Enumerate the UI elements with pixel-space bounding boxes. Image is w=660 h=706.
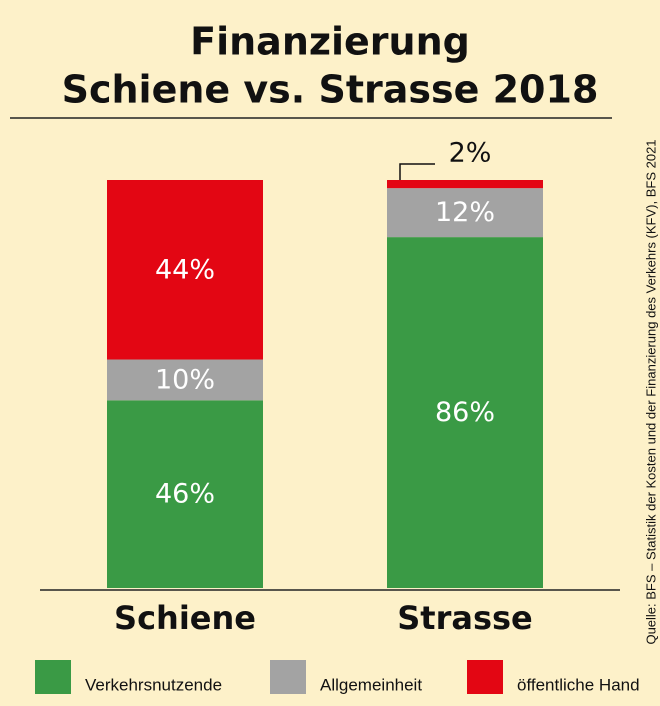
value-label: 2% [449, 138, 492, 169]
chart-subtitle: Schiene vs. Strasse 2018 [62, 68, 599, 112]
bar-segment [107, 400, 263, 588]
x-tick-label: Schiene [114, 599, 256, 637]
x-tick-label: Strasse [397, 599, 533, 637]
value-label: 12% [435, 197, 495, 228]
bar-segment [107, 180, 263, 360]
value-label: 10% [155, 364, 215, 395]
legend-swatch [270, 660, 306, 694]
bar-segment [387, 188, 543, 238]
legend-swatch [467, 660, 503, 694]
legend-label: öffentliche Hand [517, 675, 640, 694]
leader-line [399, 163, 435, 180]
legend-label: Verkehrsnutzende [85, 675, 222, 694]
bar-segment [387, 237, 543, 588]
source: Quelle: BFS – Statistik der Kosten und d… [643, 139, 658, 644]
bar-segment [387, 180, 543, 189]
value-label: 46% [155, 479, 215, 510]
value-label: 86% [435, 397, 495, 428]
chart-title: Finanzierung [190, 20, 470, 64]
legend-swatch [35, 660, 71, 694]
bar-segment [107, 359, 263, 401]
legend-label: Allgemeinheit [320, 675, 422, 694]
value-label: 44% [155, 254, 215, 285]
